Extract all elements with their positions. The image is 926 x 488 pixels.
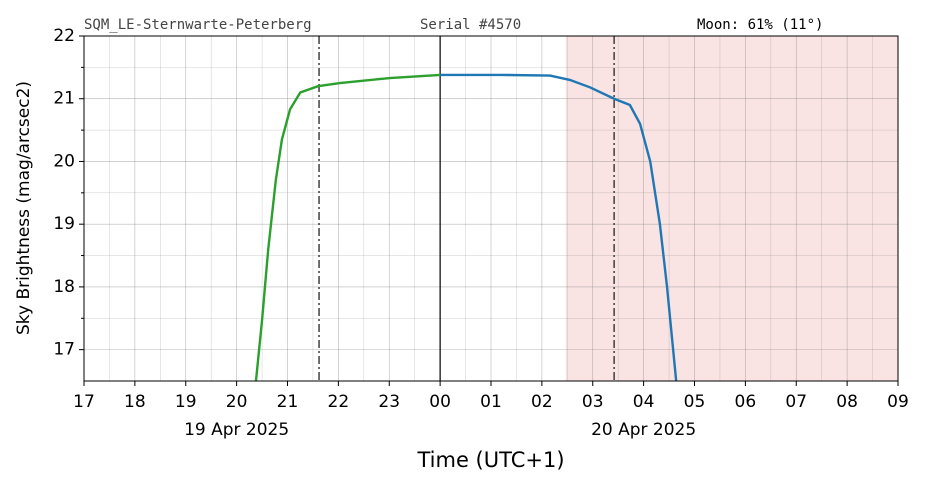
x-axis-label: Time (UTC+1) [416,448,564,472]
x-tick-label: 02 [531,392,553,412]
y-axis-label: Sky Brightness (mag/arcsec2) [14,81,34,335]
x-tick-label: 22 [328,392,350,412]
shade [565,36,898,381]
x-tick-label: 09 [887,392,909,412]
x-tick-label: 21 [277,392,299,412]
x-tick-label: 04 [633,392,655,412]
y-tick-label: 21 [53,89,75,109]
date-label: 20 Apr 2025 [591,420,696,440]
x-tick-label: 07 [785,392,807,412]
x-tick-label: 06 [735,392,757,412]
y-tick-label: 18 [53,277,75,297]
data-line [440,73,678,382]
x-tick-label: 23 [378,392,400,412]
x-tick-label: 03 [582,392,604,412]
y-tick-label: 17 [53,340,75,360]
moon-info: Moon: 61% (11°) [697,17,823,33]
site-name: SQM_LE-Sternwarte-Peterberg [84,17,312,33]
x-tick-label: 20 [226,392,248,412]
x-tick-label: 01 [480,392,502,412]
x-tick-label: 05 [684,392,706,412]
data-line [254,73,441,382]
date-label: 19 Apr 2025 [184,420,289,440]
x-tick-label: 17 [73,392,95,412]
x-tick-label: 19 [175,392,197,412]
y-tick-label: 22 [53,26,75,46]
x-tick-label: 00 [429,392,451,412]
y-tick-label: 20 [53,151,75,171]
x-tick-label: 08 [836,392,858,412]
x-tick-label: 18 [124,392,146,412]
y-tick-label: 19 [53,214,75,234]
serial: Serial #4570 [420,17,521,33]
